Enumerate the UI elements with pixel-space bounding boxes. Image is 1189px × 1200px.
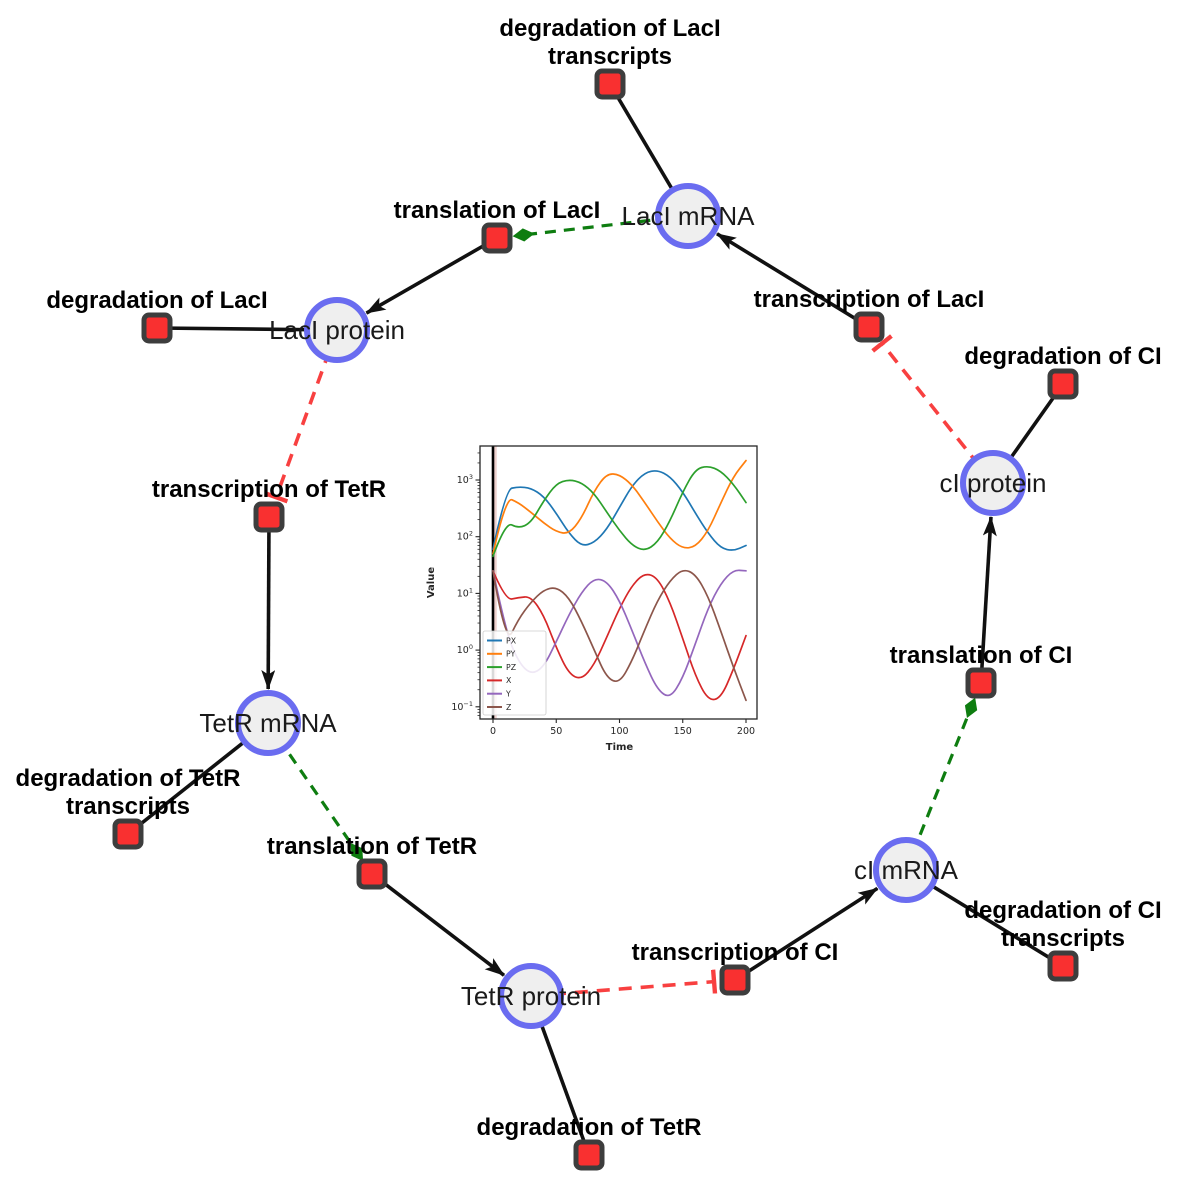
edge-production-transl_tetr-tetr_protein xyxy=(370,872,506,977)
edge-production-transc_laci-laci_mrna xyxy=(716,232,870,329)
chart-x-tick-label: 200 xyxy=(737,726,755,737)
chart-legend: PX PY PZ XYZ xyxy=(482,630,547,716)
species-node-tetr_protein[interactable] xyxy=(498,963,564,1029)
reaction-label-deg_laci_tx-line1: degradation of LacI xyxy=(499,15,720,42)
species-node-tetr_mrna[interactable] xyxy=(235,690,301,756)
reaction-node-deg_ci[interactable] xyxy=(1047,368,1079,400)
reaction-label-deg_ci: degradation of CI xyxy=(964,343,1161,370)
chart-y-tick-label: 10−1 xyxy=(451,700,473,713)
chart-series-PX xyxy=(492,470,747,551)
reaction-node-transc_ci[interactable] xyxy=(719,964,751,996)
reaction-label-transl_laci: translation of LacI xyxy=(394,197,601,224)
chart-legend-label-Z: Z xyxy=(506,703,511,712)
chart-x-tick-label: 0 xyxy=(490,726,496,737)
reaction-label-transl_tetr: translation of TetR xyxy=(267,833,477,860)
chart-series-X xyxy=(492,569,747,701)
chart-x-axis-label: Time xyxy=(606,742,634,753)
reaction-node-deg_laci[interactable] xyxy=(141,312,173,344)
reaction-node-transl_ci[interactable] xyxy=(965,667,997,699)
chart-series-PY xyxy=(492,459,747,555)
reaction-node-transl_laci[interactable] xyxy=(481,222,513,254)
reaction-label-deg_tetr_tx-line2: transcripts xyxy=(66,793,190,820)
chart-y-axis-label: Value xyxy=(426,567,437,598)
species-node-ci_protein[interactable] xyxy=(960,450,1026,516)
species-node-ci_mrna[interactable] xyxy=(873,837,939,903)
chart-legend-label-Y: Y xyxy=(505,690,511,699)
reaction-label-transc_tetr: transcription of TetR xyxy=(152,476,386,503)
edge-production-transc_ci-ci_mrna xyxy=(734,886,879,982)
chart-axes-box xyxy=(479,445,758,720)
species-label-ci_protein: cI protein xyxy=(940,468,1047,498)
chart-legend-label-PZ: PZ xyxy=(506,663,516,672)
chart-x-tick-label: 50 xyxy=(550,726,562,737)
chart-series-PZ xyxy=(492,465,747,558)
inset-chart: 0 50 100 150 200Time10−1100101102103ValuePXP… xyxy=(426,445,758,753)
reaction-label-deg_ci_tx-line2: transcripts xyxy=(1001,925,1125,952)
chart-y-tick-label: 100 xyxy=(457,643,473,656)
species-label-laci_mrna: LacI mRNA xyxy=(622,201,756,231)
reaction-node-transl_tetr[interactable] xyxy=(356,858,388,890)
reaction-node-deg_laci_tx[interactable] xyxy=(594,68,626,100)
nodes-layer: degradation of LacItranscriptstranslatio… xyxy=(16,15,1162,1171)
reaction-label-deg_laci_tx-line2: transcripts xyxy=(548,43,672,70)
species-node-laci_protein[interactable] xyxy=(304,297,370,363)
reaction-node-deg_ci_tx[interactable] xyxy=(1047,950,1079,982)
chart-series-Z xyxy=(492,569,747,702)
chart-y-tick-label: 101 xyxy=(457,586,473,599)
reaction-label-transc_ci: transcription of CI xyxy=(632,939,839,966)
species-label-tetr_mrna: TetR mRNA xyxy=(199,708,337,738)
chart-legend-label-PY: PY xyxy=(506,650,516,659)
reaction-label-deg_tetr: degradation of TetR xyxy=(477,1114,702,1141)
chart-x-tick-label: 100 xyxy=(610,726,628,737)
edge-production-transl_ci-ci_protein xyxy=(979,515,997,684)
species-label-tetr_protein: TetR protein xyxy=(461,981,601,1011)
chart-legend-label-PX: PX xyxy=(506,636,517,645)
reaction-node-transc_tetr[interactable] xyxy=(253,501,285,533)
reaction-node-deg_tetr_tx[interactable] xyxy=(112,818,144,850)
edge-modifier-ci_mrna-transl_ci xyxy=(904,697,978,871)
reaction-node-transc_laci[interactable] xyxy=(853,311,885,343)
chart-x-tick-label: 150 xyxy=(674,726,692,737)
species-label-ci_mrna: cI mRNA xyxy=(854,855,959,885)
reaction-label-transl_ci: translation of CI xyxy=(890,642,1073,669)
edge-production-transl_laci-laci_protein xyxy=(365,236,498,315)
species-node-laci_mrna[interactable] xyxy=(655,183,721,249)
reaction-label-deg_ci_tx-line1: degradation of CI xyxy=(964,897,1161,924)
chart-legend-label-X: X xyxy=(506,676,512,685)
edge-production-transc_tetr-tetr_mrna xyxy=(261,516,276,691)
reaction-label-deg_tetr_tx-line1: degradation of TetR xyxy=(16,765,241,792)
chart-y-tick-label: 103 xyxy=(457,473,473,486)
reaction-label-deg_laci: degradation of LacI xyxy=(46,287,267,314)
reaction-node-deg_tetr[interactable] xyxy=(573,1139,605,1171)
reaction-label-transc_laci: transcription of LacI xyxy=(754,286,985,313)
chart-y-tick-label: 102 xyxy=(457,530,473,543)
species-label-laci_protein: LacI protein xyxy=(269,315,405,345)
